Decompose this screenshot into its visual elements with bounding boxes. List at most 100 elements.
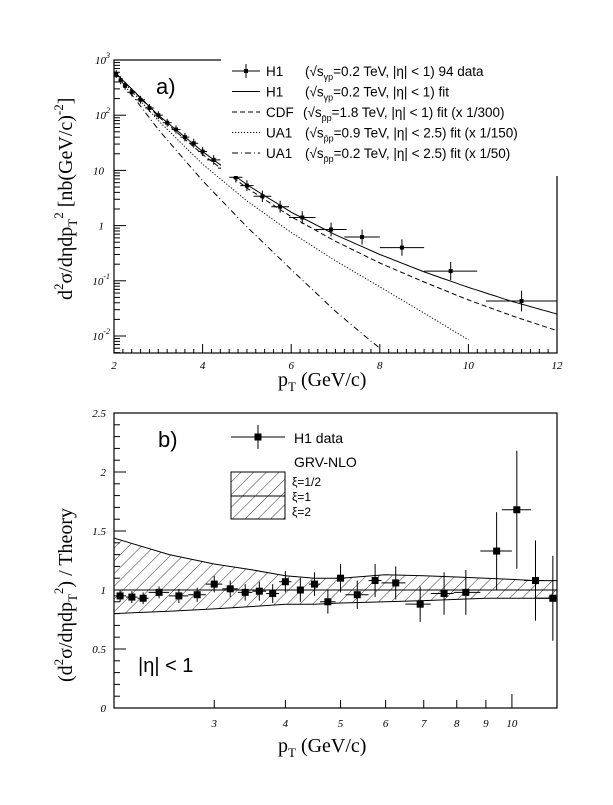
marker (116, 592, 124, 600)
marker (255, 587, 263, 595)
data-point (240, 180, 254, 192)
legend-item-dotted: UA1 (√sp̄p=0.9 TeV, |η| < 2.5) fit (x 1/1… (232, 126, 518, 144)
data-point (319, 590, 336, 614)
marker (139, 594, 147, 602)
data-point (291, 578, 309, 602)
x-tick-label: 10 (506, 718, 518, 730)
marker (329, 227, 334, 232)
marker (269, 590, 277, 598)
data-point (126, 591, 138, 603)
marker (165, 120, 170, 125)
y-tick-label: 2.5 (92, 408, 106, 420)
panel-b-frame (113, 412, 558, 709)
panel-b-ticks: 0 0.5 1 1.5 2 2.5 3 4 5 6 7 8 9 10 (92, 408, 518, 730)
data-point (136, 95, 146, 104)
marker (519, 299, 524, 304)
marker (531, 577, 539, 585)
data-point (523, 540, 545, 621)
y-tick-label: 0 (101, 703, 107, 715)
x-tick-label: 3 (210, 718, 217, 730)
marker (399, 245, 404, 250)
marker (549, 594, 557, 602)
legend-text: CDF (√sp̄p=1.8 TeV, |η| < 1) fit (x 1/300… (266, 105, 505, 123)
data-point (162, 118, 172, 127)
data-point (453, 569, 481, 615)
y-tick-label: 2 (101, 467, 107, 479)
data-point (344, 229, 380, 245)
panel-a-xlabel: pT (GeV/c) (278, 369, 366, 394)
marker (278, 204, 283, 209)
data-point (315, 222, 347, 237)
data-point (118, 76, 123, 85)
legend-theory-label: GRV-NLO (294, 454, 357, 470)
marker (462, 588, 470, 596)
data-point (253, 190, 272, 202)
y-tick-label: 10-2 (92, 327, 110, 343)
data-point (237, 584, 253, 601)
panel-a-data-points (114, 69, 557, 312)
data-point (345, 580, 369, 609)
y-tick-label: 0.5 (92, 644, 106, 656)
marker (200, 149, 205, 154)
panel-b-annotation: |η| < 1 (138, 655, 193, 677)
marker (147, 106, 152, 111)
panel-b-data-points (114, 450, 557, 641)
data-point (145, 104, 154, 113)
data-point (271, 200, 289, 213)
marker (416, 600, 424, 608)
marker (138, 97, 143, 102)
data-point (222, 580, 238, 598)
legend-text: UA1 (√sp̄p=0.2 TeV, |η| < 2.5) fit (x 1/5… (266, 146, 510, 164)
data-point (266, 584, 280, 603)
legend-xi-label: ξ=2 (292, 505, 311, 519)
marker (296, 586, 304, 594)
data-point (122, 81, 128, 90)
y-tick-label: 1 (99, 221, 105, 233)
y-tick-label: 1 (101, 585, 107, 597)
marker (260, 194, 265, 199)
x-tick-label: 2 (111, 360, 117, 372)
marker (210, 580, 218, 588)
legend-item-h1-data: H1 data (231, 425, 343, 449)
series-dashed-line (114, 71, 557, 332)
x-tick-label: 4 (283, 718, 289, 730)
marker (448, 269, 453, 274)
marker (114, 71, 119, 76)
data-point (153, 111, 163, 120)
x-tick-label: 6 (383, 718, 389, 730)
marker (324, 598, 332, 606)
marker (174, 127, 179, 132)
series-solid-line (114, 71, 557, 315)
series-dashdot-line (114, 71, 381, 349)
x-tick-label: 8 (454, 718, 460, 730)
y-tick-label: 10 (93, 165, 105, 177)
marker (300, 215, 305, 220)
legend-marker (254, 433, 262, 441)
data-point (501, 450, 531, 569)
x-tick-label: 6 (288, 360, 294, 372)
panel-b-legend: H1 data GRV-NLO ξ=1/2ξ=1ξ=2 (230, 425, 357, 520)
marker (337, 574, 345, 582)
data-point (430, 572, 454, 615)
data-point (198, 146, 208, 157)
marker (493, 547, 501, 555)
data-point (252, 581, 267, 601)
legend-data-label: H1 data (294, 430, 343, 446)
legend-band-sample (230, 471, 286, 520)
band-lower-line-xi-2 (114, 597, 557, 615)
marker (182, 135, 187, 140)
marker (193, 591, 201, 599)
marker (371, 577, 379, 585)
data-point (368, 564, 382, 598)
legend-item-dashed: CDF (√sp̄p=1.8 TeV, |η| < 1) fit (x 1/300… (232, 105, 505, 123)
marker (129, 90, 134, 95)
y-tick-label: 10-1 (92, 272, 110, 288)
data-point (405, 586, 431, 622)
data-point (137, 592, 149, 605)
marker (191, 141, 196, 146)
data-point (486, 290, 557, 312)
marker (156, 113, 161, 118)
data-point (148, 586, 170, 599)
